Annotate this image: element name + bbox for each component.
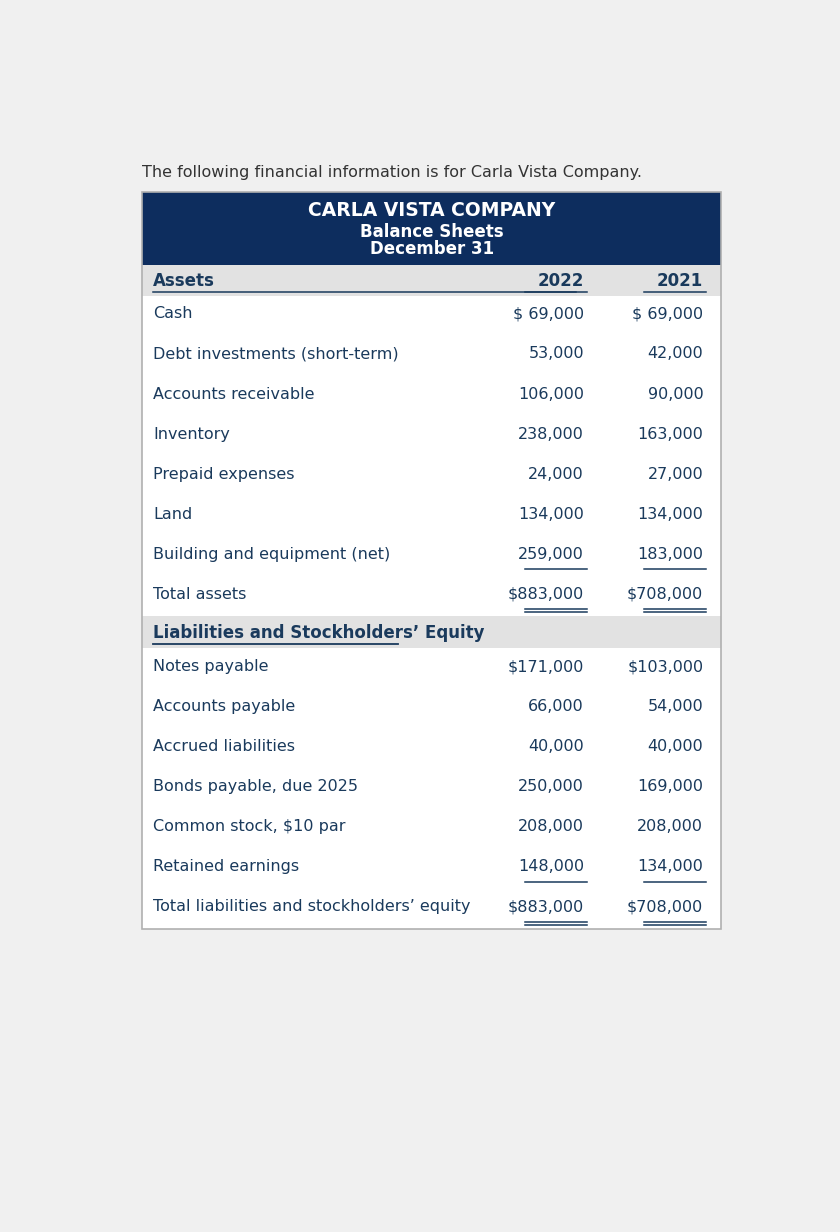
Text: The following financial information is for Carla Vista Company.: The following financial information is f… [142, 165, 643, 180]
Text: $708,000: $708,000 [627, 586, 703, 601]
Text: 53,000: 53,000 [528, 346, 584, 361]
Text: 27,000: 27,000 [648, 467, 703, 482]
Text: 40,000: 40,000 [648, 739, 703, 754]
Text: Building and equipment (net): Building and equipment (net) [153, 547, 391, 562]
Text: Notes payable: Notes payable [153, 659, 269, 674]
Text: 183,000: 183,000 [638, 547, 703, 562]
Bar [142, 296, 721, 616]
Bar [142, 648, 721, 929]
Text: 169,000: 169,000 [638, 779, 703, 795]
Text: Accounts receivable: Accounts receivable [153, 387, 314, 402]
Text: 208,000: 208,000 [638, 819, 703, 834]
Text: Assets: Assets [153, 272, 215, 290]
Text: Liabilities and Stockholders’ Equity: Liabilities and Stockholders’ Equity [153, 623, 485, 642]
Text: $883,000: $883,000 [507, 899, 584, 914]
Bar [142, 192, 721, 929]
Text: $ 69,000: $ 69,000 [633, 307, 703, 322]
Text: Cash: Cash [153, 307, 192, 322]
Bar [142, 192, 721, 265]
Text: Prepaid expenses: Prepaid expenses [153, 467, 295, 482]
Text: Debt investments (short-term): Debt investments (short-term) [153, 346, 399, 361]
Text: CARLA VISTA COMPANY: CARLA VISTA COMPANY [308, 201, 555, 221]
Text: 250,000: 250,000 [518, 779, 584, 795]
Text: 148,000: 148,000 [517, 860, 584, 875]
Text: Accounts payable: Accounts payable [153, 699, 296, 715]
Text: Retained earnings: Retained earnings [153, 860, 299, 875]
Text: Bonds payable, due 2025: Bonds payable, due 2025 [153, 779, 358, 795]
Text: Accrued liabilities: Accrued liabilities [153, 739, 295, 754]
Text: 40,000: 40,000 [528, 739, 584, 754]
Text: 134,000: 134,000 [638, 860, 703, 875]
Text: 238,000: 238,000 [518, 426, 584, 441]
Text: 42,000: 42,000 [648, 346, 703, 361]
Text: 24,000: 24,000 [528, 467, 584, 482]
Text: 106,000: 106,000 [518, 387, 584, 402]
Text: $171,000: $171,000 [507, 659, 584, 674]
Text: 163,000: 163,000 [638, 426, 703, 441]
Text: 208,000: 208,000 [518, 819, 584, 834]
Text: Total liabilities and stockholders’ equity: Total liabilities and stockholders’ equi… [153, 899, 470, 914]
Text: $708,000: $708,000 [627, 899, 703, 914]
Bar [142, 616, 721, 648]
Text: Land: Land [153, 506, 192, 521]
Text: $ 69,000: $ 69,000 [513, 307, 584, 322]
Text: $103,000: $103,000 [627, 659, 703, 674]
Text: Total assets: Total assets [153, 586, 246, 601]
Text: 259,000: 259,000 [518, 547, 584, 562]
Text: 90,000: 90,000 [648, 387, 703, 402]
Text: 66,000: 66,000 [528, 699, 584, 715]
Bar [142, 265, 721, 296]
Text: 2022: 2022 [538, 272, 584, 290]
Text: Balance Sheets: Balance Sheets [360, 223, 503, 240]
Text: 134,000: 134,000 [518, 506, 584, 521]
Text: $883,000: $883,000 [507, 586, 584, 601]
Text: 2021: 2021 [657, 272, 703, 290]
Text: Common stock, $10 par: Common stock, $10 par [153, 819, 345, 834]
Text: Inventory: Inventory [153, 426, 230, 441]
Text: December 31: December 31 [370, 240, 494, 259]
Text: 54,000: 54,000 [648, 699, 703, 715]
Text: 134,000: 134,000 [638, 506, 703, 521]
